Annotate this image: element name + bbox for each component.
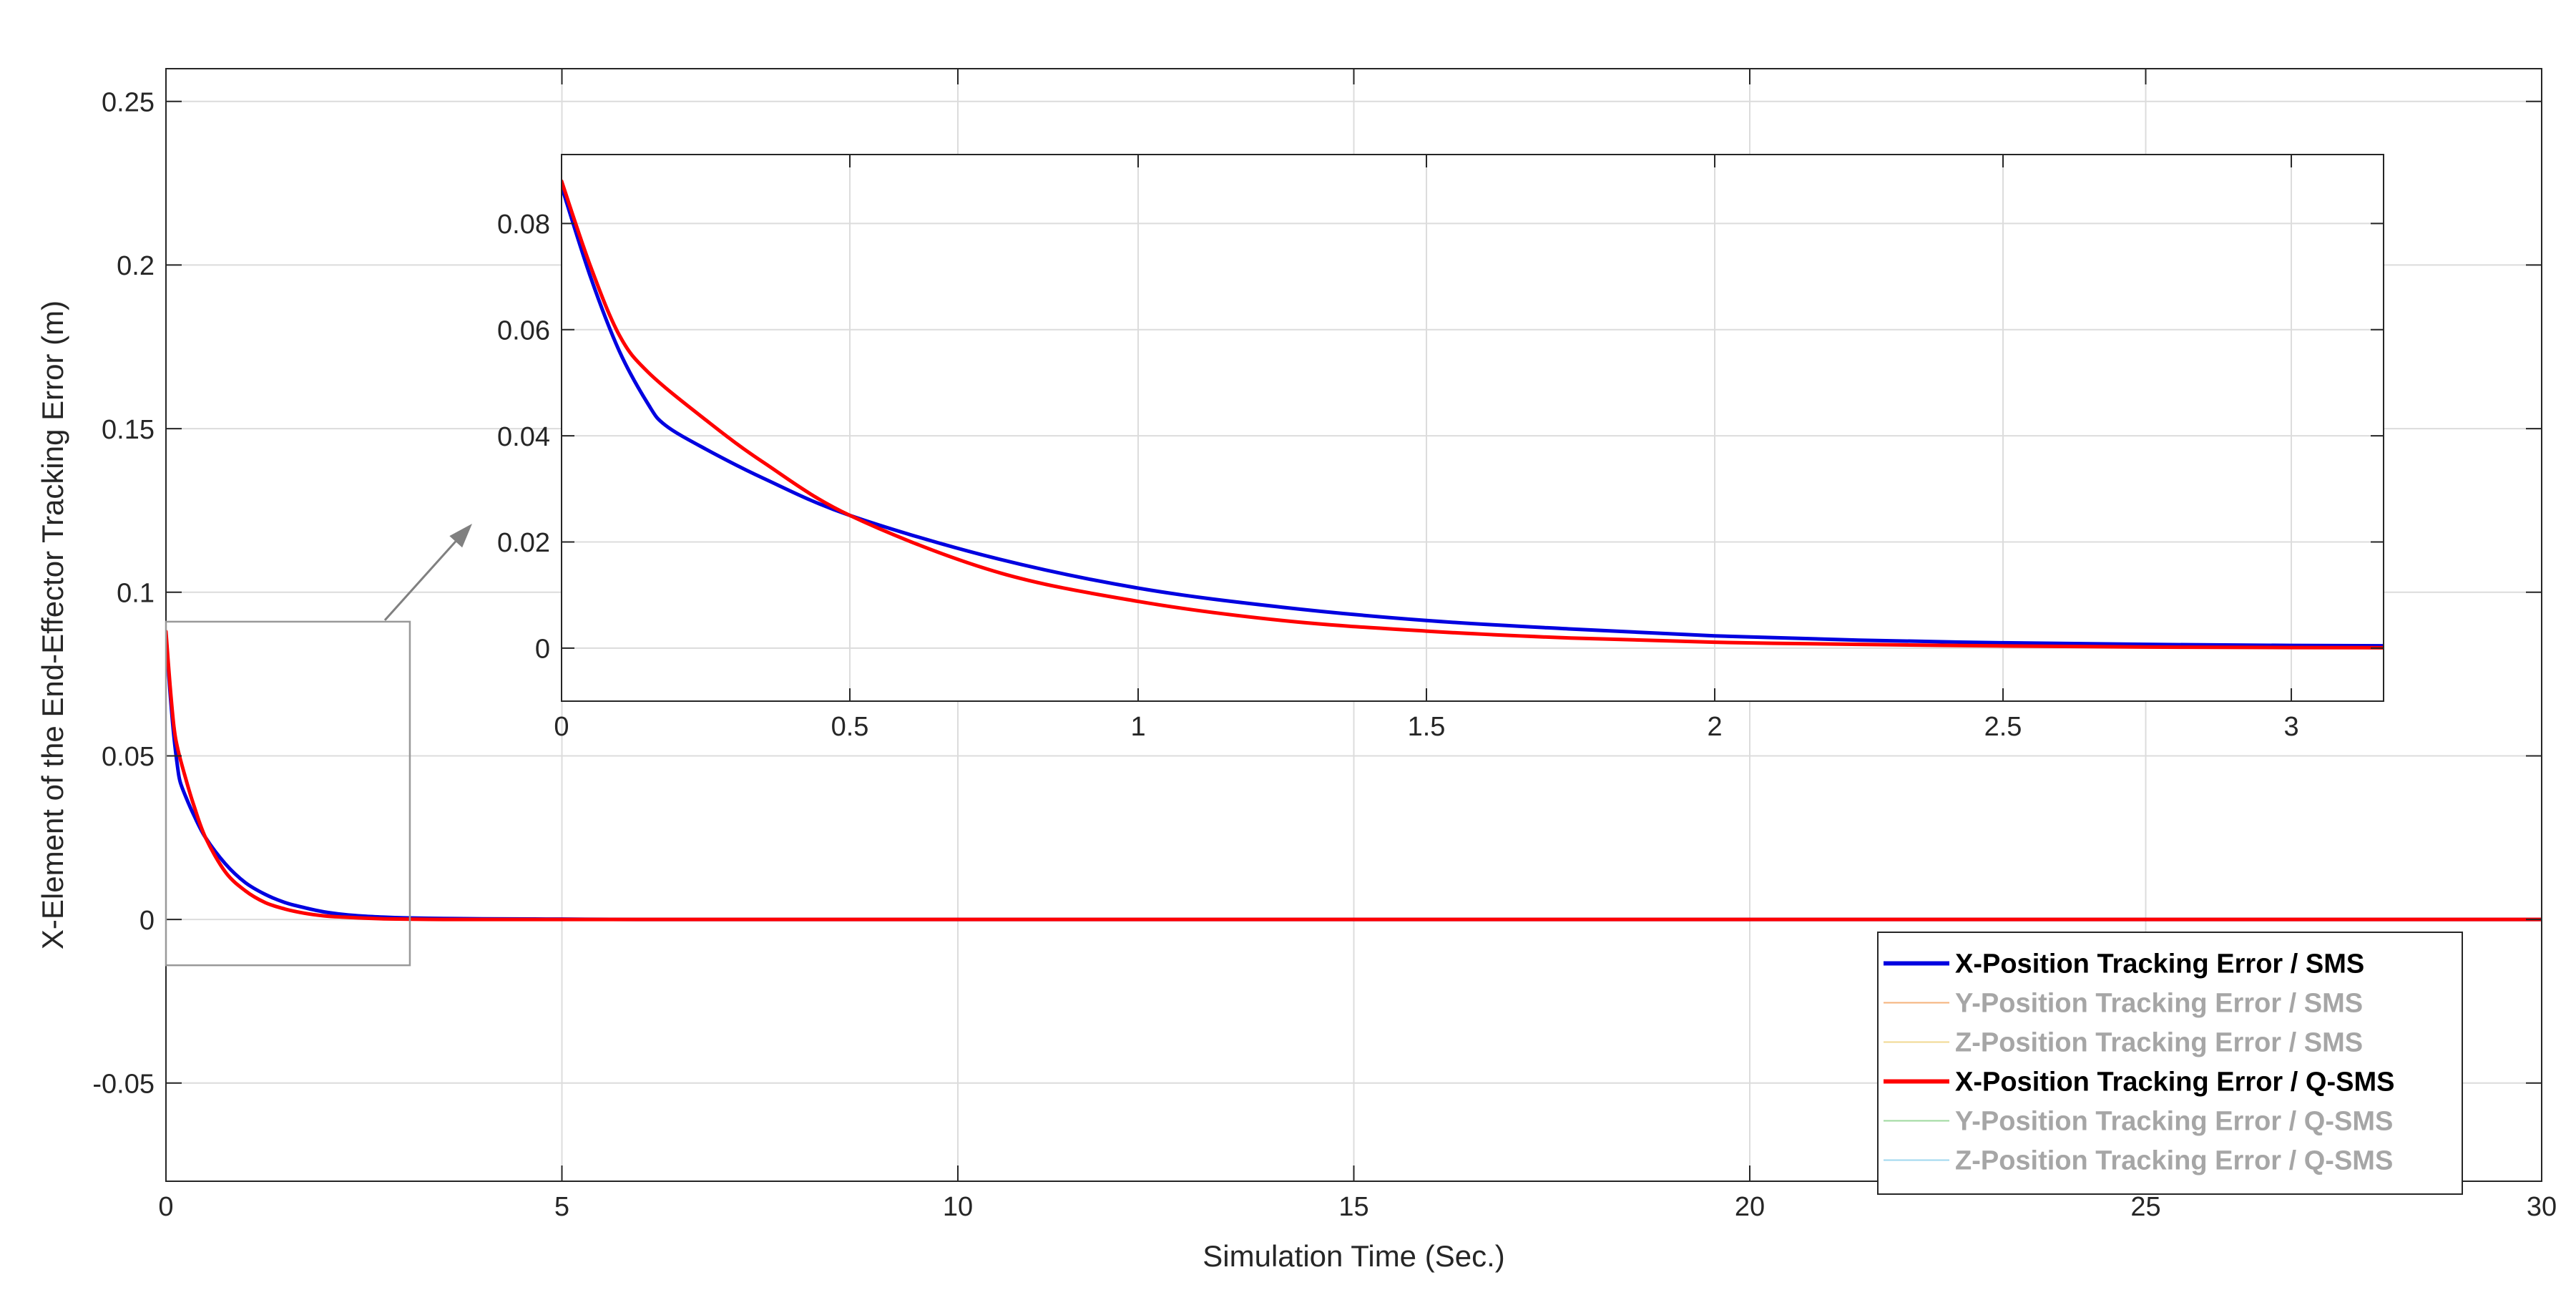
main-y-tick-label: 0.2 (117, 251, 155, 281)
main-y-tick-label: 0.1 (117, 578, 155, 608)
inset-y-tick-label: 0.02 (497, 528, 550, 558)
inset-x-tick-label: 0.5 (831, 712, 869, 742)
inset-grid (562, 155, 2384, 701)
inset-x-tick-label: 2 (1707, 712, 1722, 742)
inset-background (562, 155, 2384, 701)
inset-y-tick-label: 0 (535, 635, 550, 665)
legend-label: Z-Position Tracking Error / SMS (1955, 1028, 2363, 1058)
inset-x-tick-label: 2.5 (1984, 712, 2022, 742)
inset-series-line-q-sms (562, 179, 2384, 650)
inset-plot-frame (561, 154, 2384, 702)
main-x-tick-label: 5 (554, 1192, 569, 1222)
zoom-arrow (383, 524, 472, 621)
main-y-tick-label: 0.05 (102, 742, 155, 772)
main-y-tick-label: 0 (139, 906, 155, 936)
inset-y-axis-ticks: 0 0.02 0.04 0.06 0.08 (497, 210, 2384, 665)
inset-x-tick-label: 3 (2283, 712, 2298, 742)
main-series (166, 630, 2542, 922)
inset-chart: 0 0.5 1 1.5 2 2.5 3 0 0.02 0.04 0.06 0.08 (497, 154, 2384, 742)
main-x-tick-label: 20 (1735, 1192, 1765, 1222)
x-axis-label: Simulation Time (Sec.) (1203, 1239, 1504, 1273)
inset-x-tick-label: 1 (1130, 712, 1145, 742)
inset-y-tick-label: 0.08 (497, 210, 550, 240)
main-x-tick-label: 25 (2130, 1192, 2160, 1222)
main-y-tick-label: 0.25 (102, 87, 155, 117)
main-y-axis-ticks: -0.05 0 0.05 0.1 0.15 0.2 0.25 (92, 87, 2542, 1099)
main-x-tick-label: 0 (158, 1192, 173, 1222)
inset-y-tick-label: 0.06 (497, 316, 550, 346)
legend: X-Position Tracking Error / SMS Y-Positio… (1877, 932, 2463, 1195)
main-x-tick-label: 30 (2527, 1192, 2557, 1222)
main-series-line-q-sms (166, 630, 2542, 922)
legend-label: X-Position Tracking Error / Q-SMS (1955, 1067, 2394, 1098)
zoom-region-box (165, 620, 411, 967)
legend-box (1877, 932, 2463, 1195)
inset-series (562, 179, 2384, 650)
main-x-tick-label: 10 (943, 1192, 973, 1222)
legend-label: Y-Position Tracking Error / Q-SMS (1955, 1107, 2393, 1137)
main-y-tick-label: 0.15 (102, 415, 155, 445)
inset-y-tick-label: 0.04 (497, 422, 550, 452)
y-axis-label: X-Element of the End-Effector Tracking E… (36, 300, 69, 949)
inset-x-axis-ticks: 0 0.5 1 1.5 2 2.5 3 (554, 155, 2299, 742)
legend-label: Z-Position Tracking Error / Q-SMS (1955, 1146, 2393, 1176)
inset-x-tick-label: 1.5 (1408, 712, 1446, 742)
main-x-axis-ticks: 0 5 10 15 20 25 30 (158, 69, 2557, 1222)
legend-label: Y-Position Tracking Error / SMS (1955, 989, 2363, 1019)
main-x-tick-label: 15 (1338, 1192, 1368, 1222)
legend-label: X-Position Tracking Error / SMS (1955, 949, 2364, 979)
inset-series-line-sms (562, 185, 2384, 648)
main-y-tick-label: -0.05 (92, 1069, 155, 1099)
inset-x-tick-label: 0 (554, 712, 569, 742)
legend-items: X-Position Tracking Error / SMS Y-Positio… (1884, 949, 2394, 1176)
